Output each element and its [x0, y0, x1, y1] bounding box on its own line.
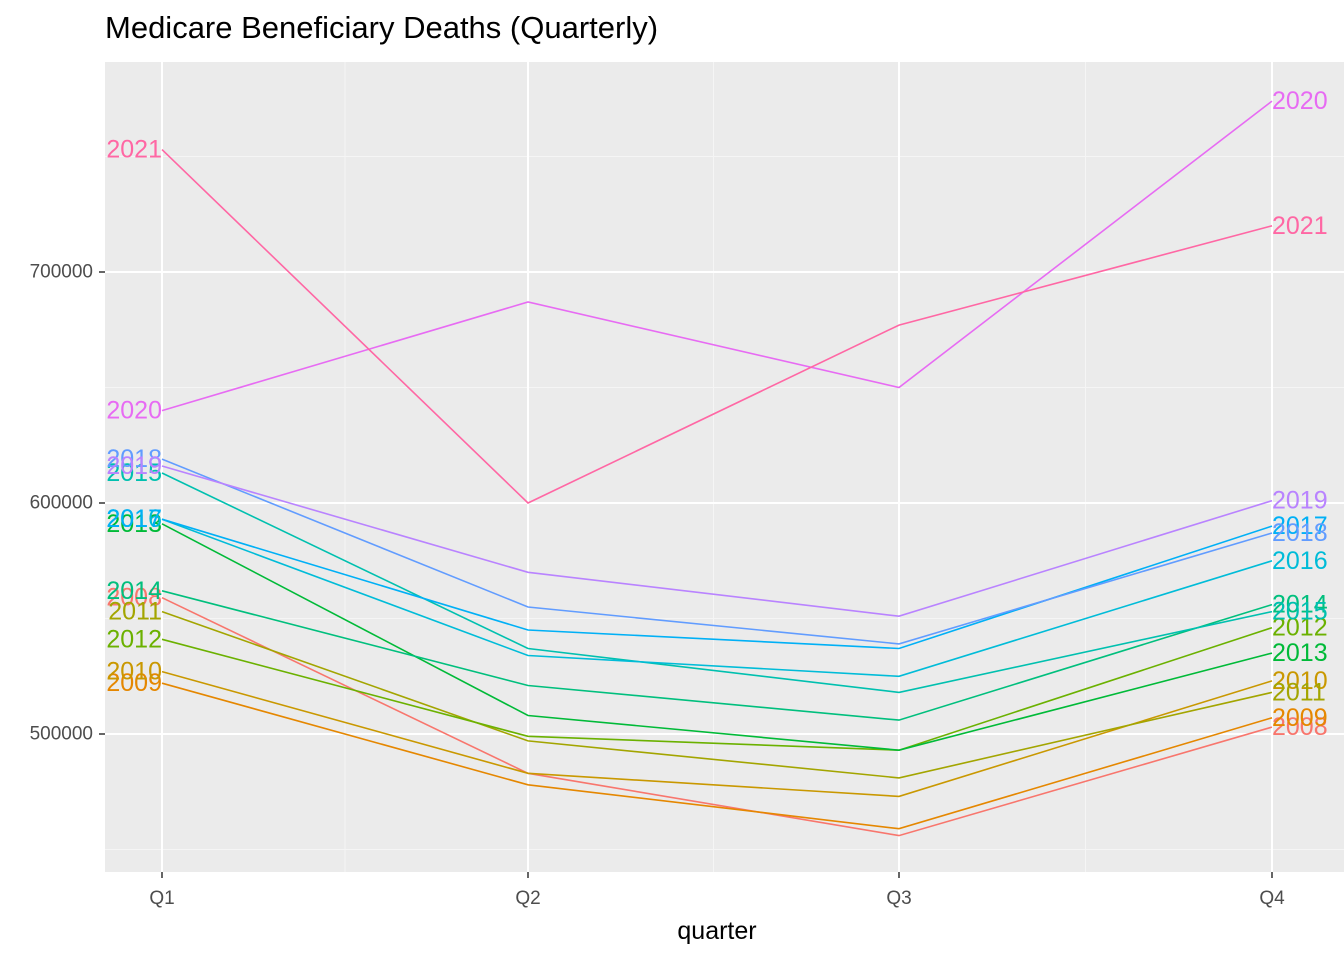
- series-label-q1-2008: 2008: [106, 584, 162, 612]
- series-line-2008: [161, 596, 1273, 837]
- series-label-q1-2016: 2016: [106, 505, 162, 533]
- series-label-q1-2019: 2019: [106, 452, 162, 480]
- series-line-2013: [161, 523, 1273, 752]
- plot-panel: [105, 62, 1344, 872]
- series-label-q1-2015: 2015: [106, 459, 162, 487]
- series-label-q1-2012: 2012: [106, 625, 162, 653]
- series-label-q4-2009: 2009: [1272, 704, 1328, 732]
- series-label-q4-2008: 2008: [1272, 713, 1328, 741]
- y-tick-label: 500000: [30, 724, 93, 745]
- x-tick-label: Q2: [515, 888, 540, 909]
- series-label-q4-2010: 2010: [1272, 667, 1328, 695]
- series-line-2012: [161, 626, 1273, 752]
- series-line-2011: [161, 610, 1273, 779]
- series-label-q4-2012: 2012: [1272, 614, 1328, 642]
- series-label-q1-2009: 2009: [106, 669, 162, 697]
- series-line-2018: [161, 458, 1273, 645]
- series-line-2016: [161, 518, 1273, 678]
- chart-title: Medicare Beneficiary Deaths (Quarterly): [105, 10, 659, 45]
- series-label-q1-2017: 2017: [106, 505, 162, 533]
- x-tick-label: Q4: [1259, 888, 1285, 909]
- series-label-q1-2013: 2013: [106, 510, 162, 538]
- series-label-q1-2011: 2011: [108, 598, 162, 626]
- series-label-q4-2021: 2021: [1272, 212, 1328, 240]
- y-tick-label: 700000: [30, 262, 93, 283]
- series-label-q4-2020: 2020: [1272, 87, 1328, 115]
- series-line-2020: [161, 100, 1273, 412]
- series-label-q4-2018: 2018: [1272, 519, 1328, 547]
- series-label-q4-2019: 2019: [1272, 487, 1328, 515]
- x-tick-label: Q1: [149, 888, 174, 909]
- major-gridlines: [105, 62, 1344, 872]
- series-label-q1-2020: 2020: [106, 397, 162, 425]
- series-line-2014: [161, 590, 1273, 721]
- series-lines: [161, 100, 1273, 837]
- series-line-2009: [161, 682, 1273, 830]
- series-label-q4-2015: 2015: [1272, 598, 1328, 626]
- series-label-q1-2021: 2021: [106, 136, 162, 164]
- series-label-q1-2018: 2018: [106, 445, 162, 473]
- series-line-2015: [161, 472, 1273, 694]
- series-label-q4-2014: 2014: [1272, 591, 1328, 619]
- series-line-2021: [161, 149, 1273, 504]
- x-axis-title: quarter: [677, 917, 756, 945]
- series-label-q1-2014: 2014: [106, 577, 162, 605]
- series-label-q4-2017: 2017: [1272, 512, 1328, 540]
- series-label-q4-2013: 2013: [1272, 639, 1328, 667]
- series-line-2017: [161, 518, 1273, 650]
- y-axis: 500000 600000 700000: [30, 262, 105, 745]
- minor-gridlines: [105, 62, 1344, 872]
- series-label-q4-2011: 2011: [1272, 678, 1326, 706]
- series-line-2019: [161, 465, 1273, 618]
- series-line-2010: [161, 670, 1273, 798]
- series-label-q1-2010: 2010: [106, 658, 162, 686]
- y-tick-label: 600000: [30, 493, 93, 514]
- series-label-q4-2016: 2016: [1272, 547, 1328, 575]
- x-tick-label: Q3: [886, 888, 911, 909]
- x-axis: Q1 Q2 Q3 Q4: [149, 872, 1285, 909]
